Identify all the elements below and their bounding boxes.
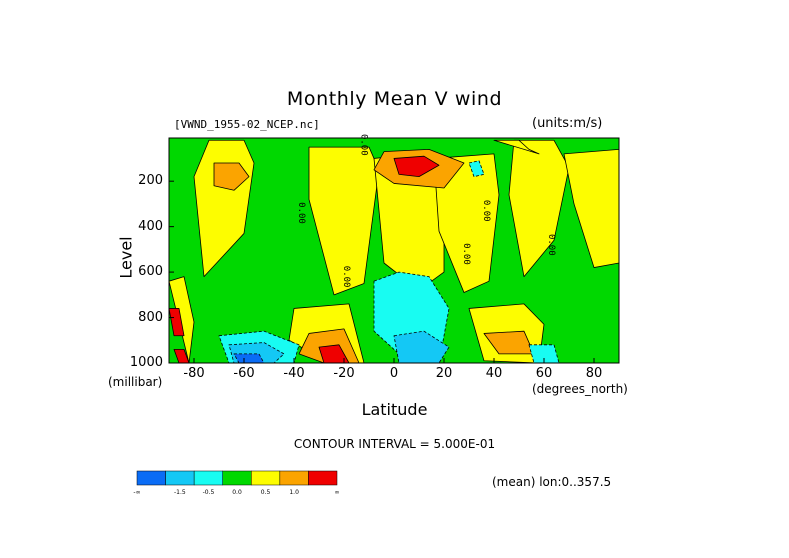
zero-contour-labels: 0.00 0.00 0.00 0.00 0.00 0.00 [296, 134, 556, 288]
x-tick-label: 80 [585, 366, 603, 381]
zero-contour-label-5: 0.00 [546, 234, 556, 256]
colorbar-tick-label: 0.0 [232, 489, 242, 496]
x-tick-label: -40 [283, 366, 305, 381]
contour-region-8 [493, 139, 540, 155]
zero-contour-label-1: 0.00 [341, 266, 351, 288]
colorbar-tick-label: 1.0 [289, 489, 299, 496]
zero-contour-label-0: 0.00 [296, 202, 306, 224]
contour-region-24 [233, 353, 265, 364]
x-tick-label: -20 [333, 366, 355, 381]
colorbar-swatch [308, 470, 338, 486]
colorbar-swatch [165, 470, 195, 486]
chart-title: Monthly Mean V wind [286, 88, 503, 110]
contour-region-20 [468, 160, 485, 178]
contour-region-4 [508, 139, 570, 278]
zero-contour-label-2: 0.00 [359, 134, 369, 156]
zero-contour-label-3: 0.00 [481, 200, 491, 222]
y-tick-label: 800 [138, 309, 163, 325]
contour-region-21 [528, 344, 560, 364]
colorbar-tick-label: -∞ [133, 489, 140, 496]
x-tick-label: 60 [535, 366, 553, 381]
x-tick-label: -60 [233, 366, 255, 381]
mean-longitude-label: (mean) lon:0..357.5 [492, 475, 612, 489]
contour-region-16 [168, 308, 185, 337]
y-tick-label: 600 [138, 264, 163, 280]
x-tick-label: -80 [183, 366, 205, 381]
contour-region-1 [308, 146, 380, 296]
x-tick-label: 0 [389, 366, 399, 381]
colorbar-tick-label: 0.5 [261, 489, 271, 496]
colorbar: -∞ -1.5 -0.5 0.0 0.5 1.0 ∞ [133, 470, 340, 496]
y-tick-label: 1000 [129, 355, 163, 370]
colorbar-tick-label: -1.5 [174, 489, 186, 496]
x-tick-label: 20 [435, 366, 453, 381]
axis-ticks [169, 180, 595, 364]
colorbar-tick-label: ∞ [335, 489, 340, 496]
colorbar-swatch [251, 470, 281, 486]
contour-region-10 [213, 162, 250, 191]
source-file-label: [VWND_1955-02_NCEP.nc] [174, 118, 320, 131]
zero-contour-label-4: 0.00 [461, 243, 471, 265]
y-axis-units: (millibar) [108, 375, 163, 389]
colorbar-swatch [193, 470, 223, 486]
x-axis-units: (degrees_north) [532, 382, 628, 396]
colorbar-swatch [279, 470, 309, 486]
colorbar-swatch [136, 470, 166, 486]
contour-region-3 [433, 153, 500, 293]
contour-regions [168, 139, 620, 364]
y-tick-label: 200 [138, 173, 163, 189]
units-label: (units:m/s) [532, 116, 603, 131]
colorbar-swatch [222, 470, 252, 486]
y-axis-label: Level [116, 236, 136, 279]
colorbar-tick-label: -0.5 [203, 489, 215, 496]
contour-interval-label: CONTOUR INTERVAL = 5.000E-01 [293, 437, 496, 451]
x-tick-label: 40 [485, 366, 503, 381]
contour-region-5 [563, 148, 620, 268]
contour-region-14 [393, 155, 440, 178]
y-tick-label: 400 [138, 218, 163, 234]
contour-region-22 [393, 330, 450, 364]
x-axis-label: Latitude [361, 400, 428, 419]
